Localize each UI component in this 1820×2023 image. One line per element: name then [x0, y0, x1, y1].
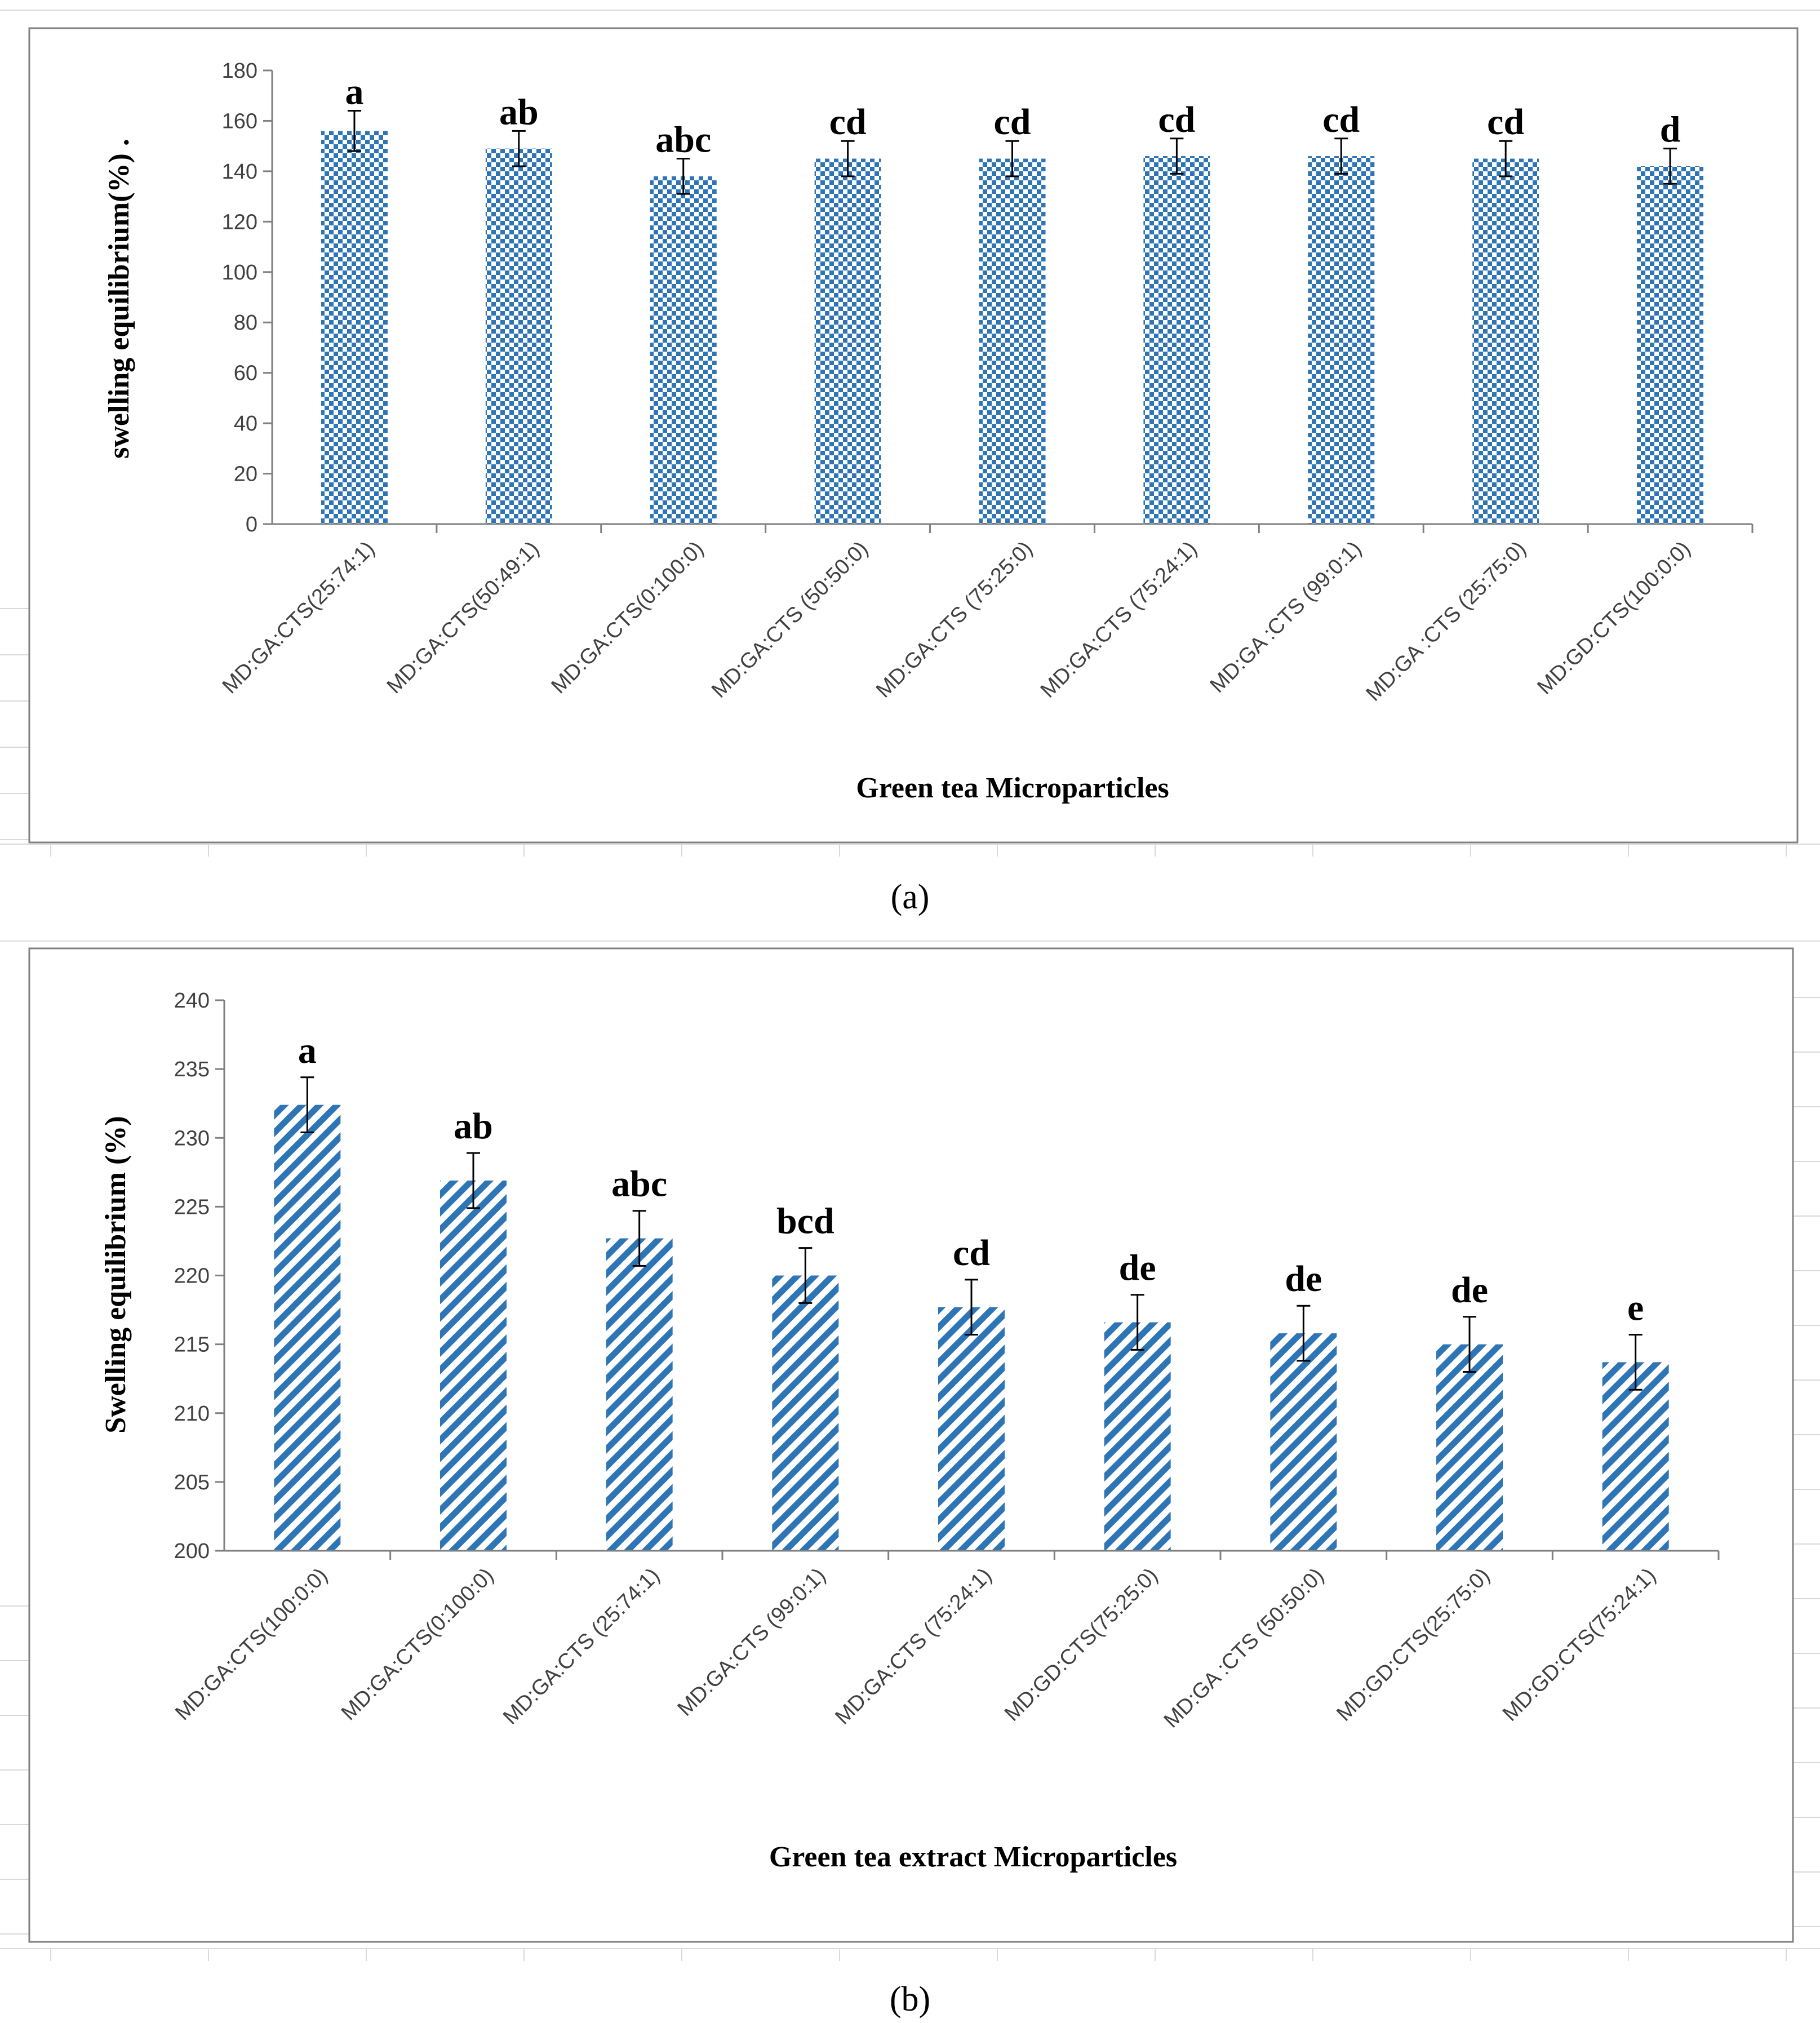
significance-letter: a: [298, 1030, 317, 1071]
x-tick-label: MD:GA:CTS(25:74:1): [218, 537, 380, 699]
panel-b-chart: 200 205 210 215 220 225 230 235 240 a ab abc bcd cd d…: [28, 947, 1794, 1943]
significance-letter: d: [1660, 109, 1681, 150]
x-tick-label: MD:GA:CTS (75:25:0): [872, 537, 1037, 703]
y-tick-label: 235: [174, 1058, 210, 1081]
x-tick-label: MD:GD:CTS(75:24:1): [1498, 1564, 1661, 1726]
panel-b-error-bars: [300, 1076, 1643, 1391]
significance-letter: de: [1451, 1270, 1488, 1311]
bar: [772, 1275, 839, 1551]
bar: [1270, 1333, 1337, 1551]
y-tick-label: 240: [174, 989, 210, 1013]
significance-letter: de: [1285, 1258, 1322, 1299]
significance-letter: bcd: [776, 1201, 834, 1242]
x-tick-label: MD:GA :CTS (25:75:0): [1362, 537, 1531, 706]
bar: [440, 1180, 507, 1551]
x-tick-label: MD:GA:CTS(0:100:0): [547, 537, 709, 699]
bar: [1436, 1344, 1503, 1551]
x-tick-label: MD:GA :CTS (50:50:0): [1160, 1564, 1329, 1733]
panel-a-significance-letters: a ab abc cd cd cd cd cd d: [345, 72, 1680, 161]
y-tick-label: 60: [234, 362, 258, 385]
significance-letter: cd: [1158, 99, 1195, 140]
panel-b-y-axis-title: Swelling equilibrium (%): [100, 1116, 132, 1433]
significance-letter: ab: [454, 1106, 493, 1147]
y-tick-label: 230: [174, 1126, 210, 1150]
x-tick-label: MD:GA:CTS (50:50:0): [707, 537, 873, 703]
x-tick-label: MD:GA:CTS (75:24:1): [1036, 537, 1202, 703]
panel-b-x-axis-ticks: MD:GA:CTS(100:0:0) MD:GA:CTS(0:100:0) MD:G…: [171, 1551, 1720, 1733]
background-grid: [0, 10, 1820, 1961]
panel-b-label: (b): [890, 1980, 930, 2018]
panel-a-error-bars: [347, 110, 1677, 195]
x-tick-label: MD:GA:CTS(0:100:0): [337, 1564, 499, 1725]
y-tick-label: 180: [222, 59, 258, 83]
y-tick-label: 220: [174, 1265, 210, 1288]
panel-b-bars: [274, 1104, 1669, 1551]
bar: [1602, 1362, 1669, 1551]
x-tick-label: MD:GA :CTS (99:0:1): [1206, 537, 1366, 698]
x-tick-label: MD:GD:CTS(25:75:0): [1332, 1564, 1494, 1726]
panel-a-bars: [321, 131, 1704, 525]
panel-b-frame: [28, 947, 1794, 1943]
significance-letter: cd: [994, 101, 1031, 143]
x-tick-label: MD:GA:CTS (25:74:1): [499, 1564, 664, 1729]
panel-a-y-axis-title: swelling equilibrium(%) .: [103, 139, 135, 459]
bar: [1308, 156, 1375, 524]
panel-a-x-axis-ticks: MD:GA:CTS(25:74:1) MD:GA:CTS(50:49:1) MD:G…: [218, 524, 1754, 706]
x-tick-label: MD:GD:CTS(75:25:0): [1000, 1564, 1162, 1726]
bar: [814, 158, 881, 524]
panel-a-frame: [28, 27, 1799, 844]
panel-a-chart: 0 20 40 60 80 100 120 140 160 180 a ab abc cd cd cd cd c…: [28, 27, 1799, 844]
y-tick-label: 20: [234, 463, 258, 486]
panel-b-y-axis-ticks: 200 205 210 215 220 225 230 235 240: [174, 989, 224, 1563]
y-tick-label: 120: [222, 210, 258, 234]
significance-letter: de: [1119, 1248, 1156, 1289]
significance-letter: a: [345, 72, 363, 113]
bar: [606, 1238, 673, 1551]
x-tick-label: MD:GA:CTS (99:0:1): [673, 1564, 831, 1721]
y-tick-label: 140: [222, 160, 258, 184]
y-tick-label: 205: [174, 1471, 210, 1494]
significance-letter: ab: [499, 91, 539, 132]
y-tick-label: 160: [222, 109, 258, 133]
x-tick-label: MD:GD:CTS(100:0:0): [1533, 537, 1695, 699]
y-tick-label: 225: [174, 1195, 210, 1219]
significance-letter: cd: [953, 1232, 990, 1274]
x-tick-label: MD:GA:CTS(50:49:1): [383, 537, 544, 699]
panel-a-label: (a): [891, 878, 930, 916]
panel-b-significance-letters: a ab abc bcd cd de de de e: [298, 1030, 1644, 1329]
y-tick-label: 0: [246, 513, 258, 536]
y-tick-label: 80: [234, 311, 258, 335]
significance-letter: cd: [829, 101, 867, 143]
bar: [274, 1104, 341, 1551]
bar: [938, 1307, 1005, 1551]
y-tick-label: 100: [222, 261, 258, 285]
bar: [1143, 156, 1210, 524]
y-tick-label: 210: [174, 1402, 210, 1426]
significance-letter: abc: [611, 1164, 667, 1205]
y-tick-label: 215: [174, 1333, 210, 1357]
x-tick-label: MD:GA:CTS(100:0:0): [171, 1564, 332, 1725]
bar: [1472, 158, 1539, 524]
y-tick-label: 200: [174, 1540, 210, 1563]
significance-letter: cd: [1322, 99, 1360, 140]
x-tick-label: MD:GA:CTS (75:24:1): [831, 1564, 996, 1729]
bar: [485, 148, 552, 524]
bar: [650, 176, 717, 524]
bar: [1104, 1322, 1171, 1551]
significance-letter: abc: [655, 119, 711, 161]
panel-a-y-axis-ticks: 0 20 40 60 80 100 120 140 160 180: [222, 59, 272, 536]
bar: [321, 131, 388, 525]
significance-letter: e: [1627, 1288, 1644, 1329]
y-tick-label: 40: [234, 412, 258, 436]
panel-b-x-axis-title: Green tea extract Microparticles: [769, 1841, 1177, 1873]
bar: [1637, 166, 1704, 524]
bar: [979, 158, 1046, 524]
significance-letter: cd: [1487, 101, 1524, 143]
panel-a-x-axis-title: Green tea Microparticles: [856, 772, 1169, 804]
